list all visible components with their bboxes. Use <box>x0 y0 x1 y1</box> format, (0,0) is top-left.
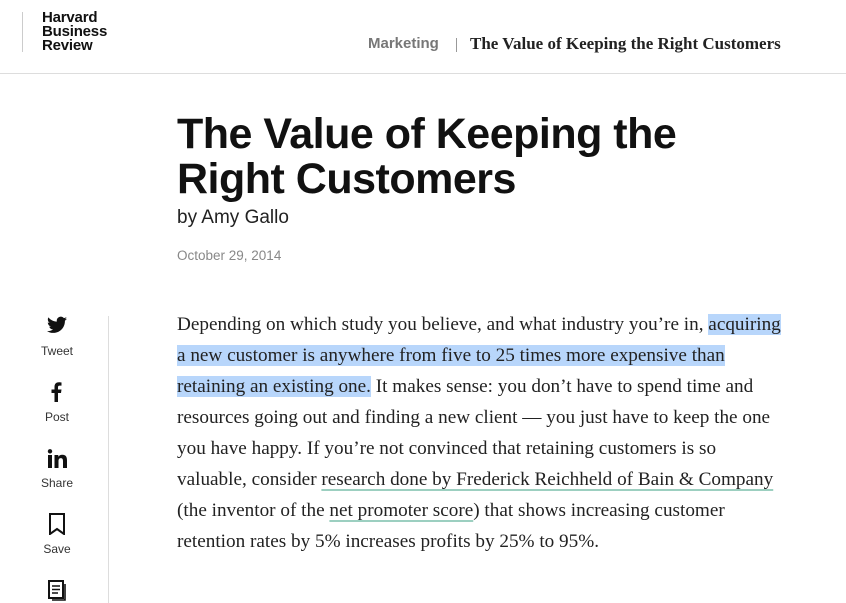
separator <box>456 38 457 52</box>
text: ) that shows increasing customer retenti… <box>177 500 725 552</box>
logo-line: Review <box>42 37 93 54</box>
linkedin-icon[interactable] <box>47 449 67 468</box>
link[interactable]: research done by Frederick Reichheld of … <box>321 469 774 490</box>
share-label[interactable]: Share <box>40 476 74 490</box>
twitter-icon[interactable] <box>47 316 67 334</box>
logo-line: Business <box>42 23 108 40</box>
facebook-icon[interactable] <box>47 382 67 402</box>
logo[interactable]: Harvard Business Review <box>42 9 108 54</box>
text: Depending on which study you believe, an… <box>177 314 709 335</box>
title-line: Right Customers <box>177 155 516 203</box>
share-label[interactable]: Save <box>43 542 71 556</box>
print-icon[interactable] <box>47 579 67 601</box>
logo-line: Harvard <box>42 9 98 26</box>
share-label[interactable]: Post <box>44 410 69 424</box>
article-body: Depending on which study you believe, an… <box>177 309 787 557</box>
article-title: The Value of Keeping the Right Customers <box>177 110 677 203</box>
title-line: The Value of Keeping the <box>177 110 677 158</box>
header: Harvard Business Review Marketing The Va… <box>0 0 846 74</box>
share-label[interactable]: Tweet <box>40 344 73 358</box>
byline[interactable]: by Amy Gallo <box>177 207 289 228</box>
text: (the inventor of the <box>177 500 330 521</box>
divider <box>22 12 23 52</box>
text: It makes sense: you don’t have to spend … <box>177 376 771 490</box>
rail-divider <box>108 316 109 603</box>
date: October 29, 2014 <box>177 248 282 263</box>
breadcrumb-section[interactable]: Marketing <box>368 35 439 52</box>
breadcrumb-title: The Value of Keeping the Right Customers <box>470 34 781 53</box>
bookmark-icon[interactable] <box>47 513 67 535</box>
link[interactable]: net promoter score <box>329 500 474 521</box>
